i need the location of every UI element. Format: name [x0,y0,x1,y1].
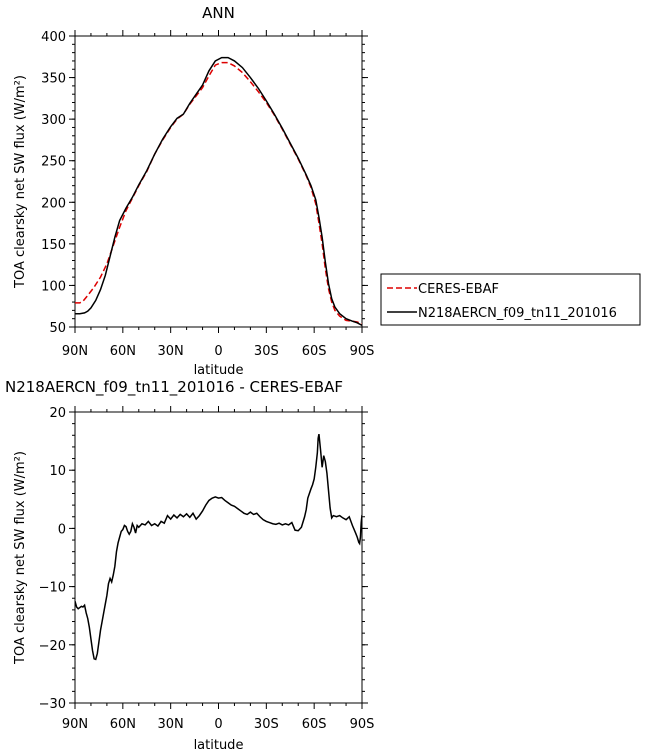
series-line-0 [75,61,362,325]
chart-title: N218AERCN_f09_tn11_201016 - CERES-EBAF [5,378,343,397]
x-tick-label: 0 [214,717,222,732]
x-tick-label: 30S [254,717,279,732]
y-tick-label: −20 [39,639,66,654]
x-tick-label: 0 [214,344,222,359]
legend-entry-0: CERES-EBAF [418,282,499,297]
x-tick-label: 90S [350,717,375,732]
x-tick-label: 90N [62,344,88,359]
y-tick-label: 0 [58,522,66,537]
chart-bottom: N218AERCN_f09_tn11_201016 - CERES-EBAF 90… [5,378,374,753]
y-tick-label: 150 [41,238,66,253]
y-tick-label: 300 [41,113,66,128]
plot-frame [74,35,363,328]
y-tick-label: −10 [39,581,66,596]
chart-title: ANN [202,4,235,22]
y-tick-label: 350 [41,72,66,87]
x-tick-label: 90S [350,344,375,359]
x-axis-label: latitude [194,738,244,753]
x-tick-label: 60N [110,717,136,732]
x-tick-label: 60S [302,717,327,732]
x-tick-label: 30N [158,344,184,359]
y-axis-label: TOA clearsky net SW flux (W/m²) [13,451,28,665]
y-tick-label: 400 [41,30,66,45]
series-line-0 [75,433,362,661]
y-tick-label: −30 [39,697,66,712]
x-tick-label: 30N [158,717,184,732]
plot-frame [74,411,363,704]
y-tick-label: 20 [49,406,66,421]
x-tick-label: 30S [254,344,279,359]
y-axis-label: TOA clearsky net SW flux (W/m²) [13,75,28,289]
x-tick-label: 60S [302,344,327,359]
legend-box [380,273,641,326]
y-tick-label: 100 [41,279,66,294]
x-tick-label: 60N [110,344,136,359]
series-line-1 [75,56,362,327]
y-tick-label: 10 [49,464,66,479]
y-tick-label: 200 [41,196,66,211]
legend-entry-1: N218AERCN_f09_tn11_201016 [418,306,617,321]
x-axis-label: latitude [194,363,244,378]
chart-top: ANN 90N 60N 30N 0 30S 60S 90S 50 100 150 200 250 300 3… [13,4,641,378]
y-tick-label: 50 [49,321,66,336]
x-tick-label: 90N [62,717,88,732]
y-tick-label: 250 [41,155,66,170]
